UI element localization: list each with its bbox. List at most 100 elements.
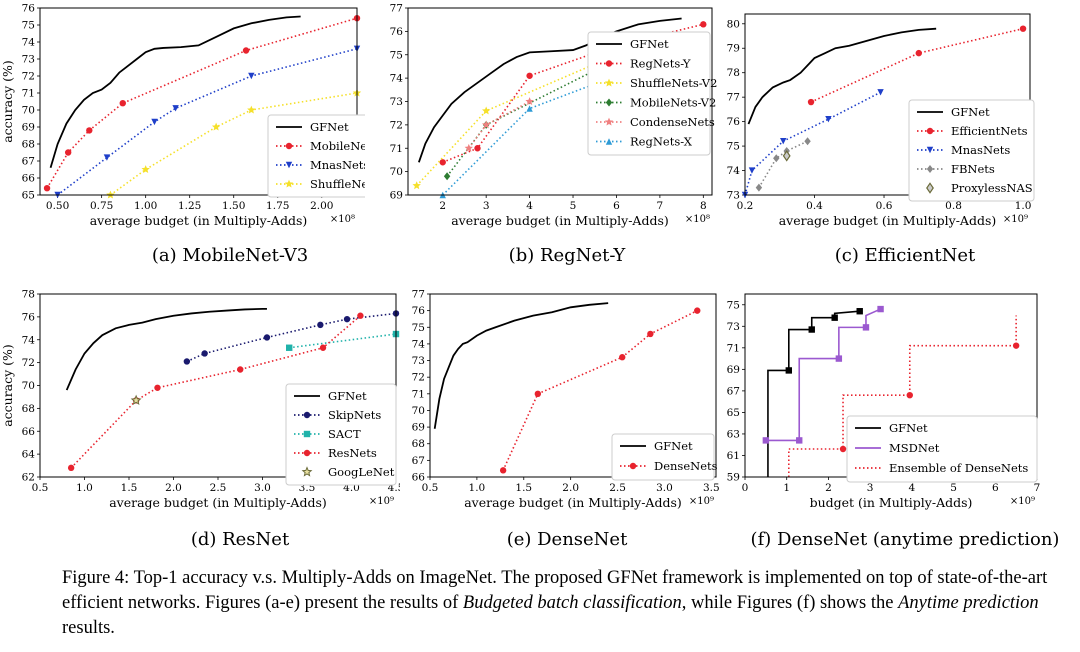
data-point (877, 89, 884, 96)
data-point (785, 367, 792, 374)
data-point (755, 183, 763, 192)
legend: GFNet EfficientNets MnasNets FBNets Proxyles… (908, 99, 1035, 202)
series-line-shufflenets-v2 (109, 92, 358, 196)
x-tick-label: 6 (992, 482, 999, 494)
legend: GFNet RegNets-Y ShuffleNets-V2 MobileNets-V… (587, 31, 717, 156)
y-tick-label: 78 (22, 289, 35, 301)
legend-label: ResNets (328, 446, 377, 460)
y-tick-label: 70 (22, 380, 35, 392)
y-tick-label: 61 (727, 450, 740, 462)
data-point (67, 464, 75, 472)
legend-marker (926, 165, 934, 173)
legend-marker (926, 146, 934, 154)
data-point (343, 315, 351, 323)
series-line-gfnet (747, 27, 937, 125)
data-point (915, 49, 922, 57)
x-tick-label: 0.50 (46, 200, 69, 212)
x-tick-label: 8 (700, 200, 707, 212)
x-axis-label: average budget (in Multiply-Adds) (451, 213, 669, 228)
data-point (831, 314, 838, 321)
y-tick-label: 63 (727, 428, 740, 440)
x-axis-label: budget (in Multiply-Adds) (810, 495, 973, 510)
series-line-gfnet (65, 307, 267, 391)
series-line-sact (289, 333, 397, 349)
series-line-gfnet (433, 302, 609, 429)
y-tick-label: 66 (22, 173, 36, 185)
y-tick-label: 74 (22, 37, 36, 49)
data-point (357, 312, 364, 319)
legend-marker (303, 411, 311, 419)
legend-marker (926, 127, 934, 135)
y-tick-label: 75 (412, 322, 425, 334)
chart-a: 0.50 0.75 1.00 1.25 1.50 1.75 2.00 65 66 67 68 69 70… (0, 3, 365, 228)
y-tick-label: 74 (22, 334, 36, 346)
data-point (619, 354, 626, 361)
data-point (119, 100, 126, 107)
data-point (877, 305, 884, 313)
x-tick-label: 3.0 (656, 482, 673, 494)
legend-marker (301, 466, 313, 477)
x-tick-label: 3 (483, 200, 490, 212)
x-axis-label: average budget (in Multiply-Adds) (464, 495, 682, 510)
y-tick-label: 68 (412, 438, 425, 450)
legend-marker (285, 142, 293, 150)
axes-frame (407, 7, 713, 196)
legend-label: MobileNets-V3 (310, 139, 365, 153)
x-tick-label: 4 (526, 200, 533, 212)
x-tick-label: 7 (1034, 482, 1041, 494)
y-tick-label: 74 (412, 338, 426, 350)
legend-label: GFNet (951, 105, 990, 119)
x-tick-label: 1.00 (134, 200, 157, 212)
data-point (525, 97, 534, 106)
data-point (248, 72, 255, 80)
y-tick-label: 79 (727, 43, 740, 55)
y-tick-label: 75 (390, 49, 403, 61)
x-tick-label: 2 (439, 200, 446, 212)
data-point (807, 98, 815, 106)
y-tick-label: 76 (727, 116, 741, 128)
y-tick-label: 71 (390, 143, 403, 155)
y-tick-label: 74 (727, 165, 741, 177)
series-line-msdnet (765, 308, 881, 442)
y-tick-label: 75 (727, 141, 740, 153)
y-tick-label: 65 (727, 407, 740, 419)
legend-marker (629, 462, 637, 470)
x-tick-label: 0.75 (90, 200, 113, 212)
legend-marker (604, 117, 614, 126)
x-tick-label: 1.50 (222, 200, 245, 212)
series-line-resnets (70, 315, 361, 469)
data-point (154, 384, 161, 391)
y-tick-label: 73 (727, 190, 740, 202)
data-point (247, 105, 256, 114)
legend-label: GFNet (328, 389, 367, 403)
y-tick-label: 80 (727, 18, 740, 30)
figure-caption: Figure 4: Top-1 accuracy v.s. Multiply-A… (62, 566, 1062, 641)
data-point (242, 47, 250, 54)
legend-label: EfficientNets (951, 124, 1028, 138)
legend: GFNet DenseNets (611, 433, 718, 481)
y-tick-label: 72 (22, 71, 35, 83)
y-tick-label: 73 (727, 321, 740, 333)
x-tick-label: 0.4 (806, 200, 823, 212)
subcaption-a: (a) MobileNet-V3 (151, 245, 309, 266)
data-point (856, 308, 863, 315)
data-point (1019, 25, 1027, 32)
legend-label: GFNet (889, 421, 928, 435)
data-point (443, 172, 451, 181)
x-tick-label: 5 (950, 482, 957, 494)
y-tick-label: 67 (22, 156, 35, 168)
legend-box (267, 114, 365, 198)
legend: GFNet SkipNets SACT ResNets GoogLeNet (285, 383, 397, 486)
y-tick-label: 69 (390, 190, 403, 202)
subcaption-c: (c) EfficientNet (834, 245, 976, 266)
chart-b: 2 3 4 5 6 7 8 69 70 71 72 73 74 75 76 77 average budget … (390, 3, 718, 229)
x-tick-label: 6 (613, 200, 620, 212)
x-exponent: ×10⁸ (330, 214, 355, 225)
data-point (526, 105, 533, 112)
y-tick-label: 73 (22, 54, 35, 66)
x-tick-label: 2.5 (609, 482, 626, 494)
y-tick-label: 76 (412, 305, 426, 317)
data-point (808, 326, 815, 333)
x-tick-label: 7 (657, 200, 664, 212)
